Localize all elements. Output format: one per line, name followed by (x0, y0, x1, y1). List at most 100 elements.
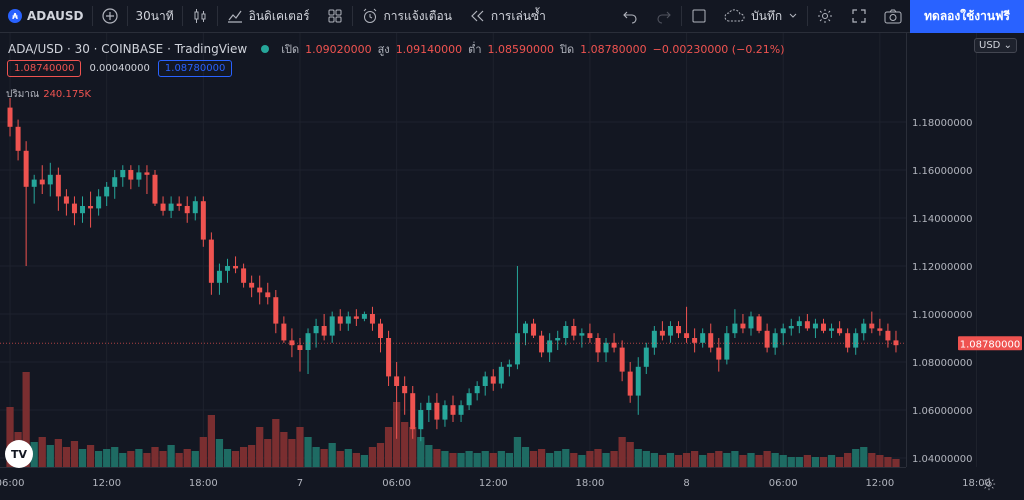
volume-bar (529, 451, 538, 467)
volume-bar (207, 415, 216, 467)
candle-body (482, 376, 488, 386)
volume-bar (62, 447, 71, 467)
candle-body (845, 333, 851, 348)
candle-body (160, 203, 166, 211)
candle-body (96, 196, 102, 209)
volume-bar (151, 447, 159, 467)
compare-symbol-button[interactable] (93, 0, 127, 33)
volume-bar (38, 437, 46, 467)
candle-body (853, 333, 859, 348)
candle-body (329, 316, 335, 336)
candle-body (386, 338, 392, 377)
candle-body (571, 326, 577, 336)
candle-body (104, 186, 110, 197)
volume-bar (634, 449, 642, 467)
candle-body (136, 172, 142, 180)
interval-label: 30นาที (135, 8, 174, 23)
candle-body (708, 333, 714, 348)
candle-body (88, 206, 94, 209)
spread-value: 0.00040000 (89, 63, 150, 74)
volume-bar (546, 453, 554, 467)
candle-body (490, 376, 496, 384)
candle-body (128, 170, 134, 180)
volume-bar (747, 453, 755, 467)
volume-bar (425, 445, 433, 467)
indicators-label: อินดิเคเตอร์ (248, 8, 310, 23)
candle-body (80, 206, 86, 214)
candle-body (378, 323, 384, 338)
volume-bar (86, 445, 95, 467)
price-axis[interactable]: 1.18000000 1.16000000 1.14000000 1.12000000… (912, 118, 972, 465)
alarm-clock-icon (361, 7, 379, 25)
volume-bar (602, 453, 610, 467)
time-axis[interactable]: 06:00 12:00 18:00 7 06:00 12:00 18:00 8 06:00 12:… (0, 478, 991, 489)
candle-body (893, 340, 899, 346)
volume-bar (626, 442, 634, 467)
alerts-button[interactable]: การแจ้งเตือน (353, 0, 460, 33)
price-tick-label: 1.12000000 (912, 262, 972, 273)
last-price-badge (958, 336, 1022, 351)
layouts-button[interactable] (318, 0, 352, 33)
chart-legend: ADA/USD · 30 · COINBASE · TradingView เป… (8, 40, 785, 58)
volume-bar (513, 437, 522, 467)
candle-body (732, 323, 738, 334)
candle-body (780, 328, 786, 334)
grid-icon (326, 7, 344, 25)
time-tick-label: 7 (297, 478, 303, 489)
candle-body (869, 323, 875, 329)
candle-body (257, 287, 263, 293)
symbol-search-button[interactable]: ₳ ADAUSD (0, 0, 92, 33)
low-label: ต่ำ (468, 43, 482, 56)
snapshot-button[interactable] (876, 0, 910, 33)
candle-body (39, 179, 45, 185)
chart-type-button[interactable] (183, 0, 217, 33)
buy-price-button[interactable]: 1.08780000 (157, 60, 233, 77)
candle-body (458, 405, 464, 415)
candle-body (522, 323, 528, 334)
candle-body (748, 316, 754, 329)
time-tick-label: 06:00 (769, 478, 798, 489)
scale-settings-gear-icon[interactable] (982, 476, 996, 495)
candle-body (676, 326, 682, 334)
interval-button[interactable]: 30นาที (128, 0, 182, 33)
candle-body (756, 316, 762, 331)
free-trial-button[interactable]: ทดลองใช้งานฟรี (910, 0, 1024, 33)
volume-bar (481, 451, 489, 467)
volume-bar (682, 453, 691, 467)
candle-body (361, 314, 367, 319)
candle-body (659, 330, 665, 336)
volume-bar (336, 451, 344, 467)
candle-body (442, 405, 448, 420)
high-value: 1.09140000 (395, 42, 463, 56)
save-button[interactable]: บันทึก (716, 0, 807, 33)
settings-button[interactable] (808, 0, 842, 33)
candle-body (434, 402, 440, 420)
tradingview-logo[interactable]: TV (5, 440, 33, 468)
volume-bar (199, 437, 207, 467)
change-value: −0.00230000 (−0.21%) (652, 42, 785, 56)
price-tick-label: 1.08000000 (912, 358, 972, 369)
price-tick-label: 1.06000000 (912, 406, 972, 417)
volume-bar (642, 451, 650, 467)
redo-button[interactable] (647, 0, 681, 33)
divider (807, 6, 809, 26)
price-chart[interactable]: 1.18000000 1.16000000 1.14000000 1.12000000… (0, 33, 1024, 500)
sell-price-button[interactable]: 1.08740000 (7, 60, 82, 77)
volume-bar (707, 453, 715, 467)
candle-body (55, 174, 61, 197)
candlestick-icon (191, 7, 209, 25)
open-label: เปิด (281, 43, 300, 56)
fullscreen-button[interactable] (842, 0, 876, 33)
alerts-label: การแจ้งเตือน (383, 8, 452, 23)
candle-body (233, 266, 239, 269)
replay-button[interactable]: การเล่นซ้ำ (460, 0, 554, 33)
indicators-button[interactable]: อินดิเคเตอร์ (218, 0, 318, 33)
volume-bar (473, 453, 481, 467)
candle-body (788, 326, 794, 329)
undo-button[interactable] (613, 0, 647, 33)
candle-body (611, 342, 617, 348)
time-tick-label: 12:00 (479, 478, 508, 489)
currency-button[interactable]: USD ⌄ (974, 38, 1017, 53)
volume-bar (666, 453, 675, 467)
fullscreen-panel-button[interactable] (682, 0, 716, 33)
